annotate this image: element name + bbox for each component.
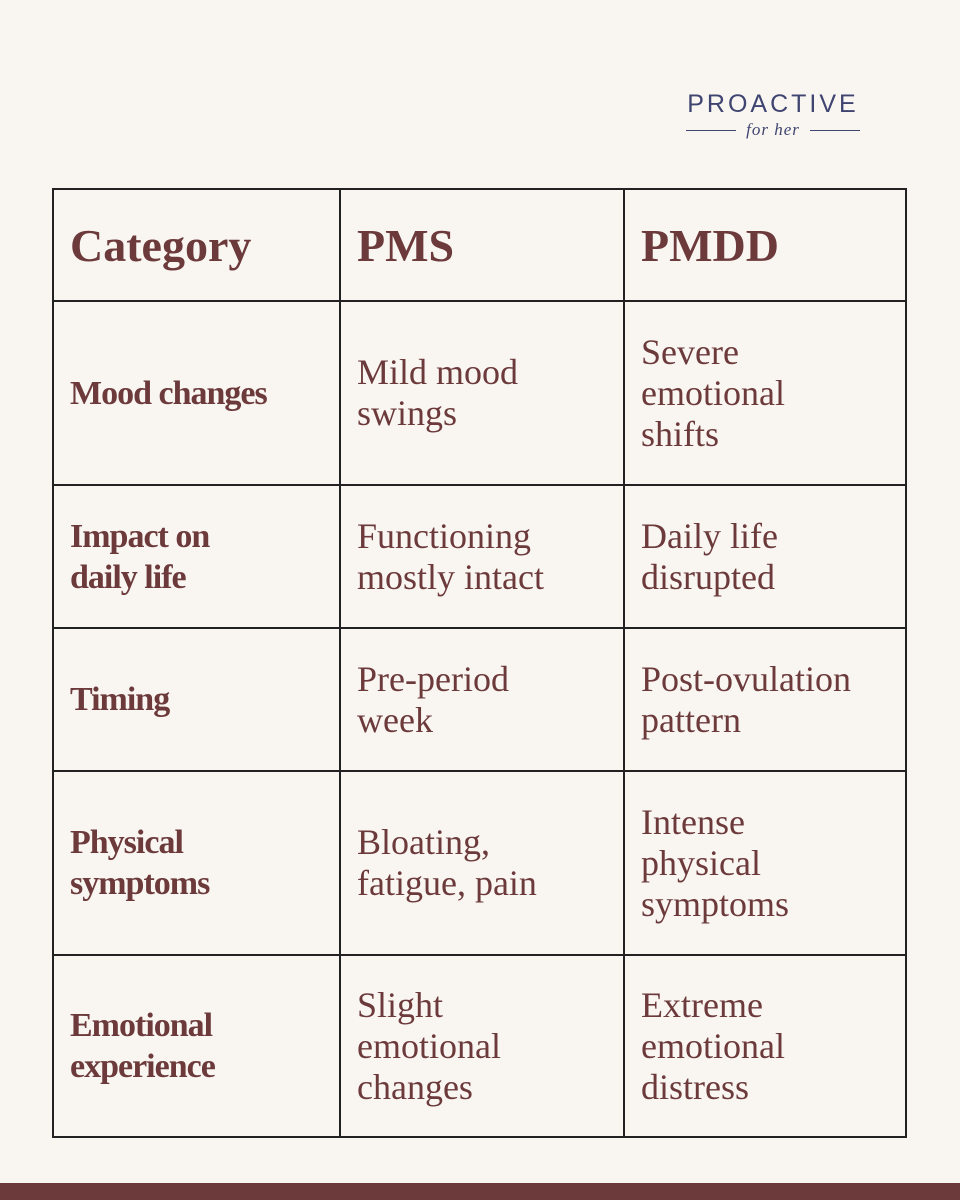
cell-line: shifts xyxy=(641,413,720,454)
value-cell: Intense physical symptoms xyxy=(623,772,905,954)
cell-line: distress xyxy=(641,1066,749,1107)
cell-line: emotional xyxy=(641,1025,785,1066)
value-cell: Daily life disrupted xyxy=(623,486,905,627)
table-row: Mood changes Mild mood swings Severe emotion… xyxy=(54,300,905,484)
table-row: Timing Pre-period week Post-ovulation patter… xyxy=(54,627,905,770)
cell-line: Physical xyxy=(70,824,184,861)
category-cell: Impact on daily life xyxy=(54,486,339,627)
value-cell: Slight emotional changes xyxy=(339,956,623,1136)
value-cell: Post-ovulation pattern xyxy=(623,629,905,770)
logo: PROACTIVE for her xyxy=(673,90,873,140)
cell-line: daily life xyxy=(70,558,187,596)
cell-line: Post-ovulation xyxy=(641,658,852,699)
cell-line: fatigue, pain xyxy=(357,863,537,903)
category-cell: Emotional experience xyxy=(54,956,339,1136)
category-cell: Mood changes xyxy=(54,302,339,484)
cell-line: Daily life xyxy=(641,515,778,556)
value-cell: Bloating, fatigue, pain xyxy=(339,772,623,954)
header-cell: Category xyxy=(70,219,252,271)
cell-line: Severe xyxy=(641,331,739,372)
cell-line: Impact on xyxy=(70,517,210,555)
value-cell: Mild mood swings xyxy=(339,302,623,484)
cell-line: Mild mood xyxy=(357,352,519,392)
cell-line: Functioning xyxy=(357,515,532,556)
cell-line: Extreme xyxy=(641,984,763,1025)
footer-bar xyxy=(0,1183,960,1200)
cell-line: pattern xyxy=(641,699,741,740)
table-row: Impact on daily life Functioning mostly int… xyxy=(54,484,905,627)
value-cell: Extreme emotional distress xyxy=(623,956,905,1136)
cell-line: disrupted xyxy=(641,556,775,597)
value-cell: Pre-period week xyxy=(339,629,623,770)
category-cell: Physical symptoms xyxy=(54,772,339,954)
category-cell: Timing xyxy=(54,629,339,770)
rule xyxy=(686,129,737,131)
cell-line: emotional xyxy=(357,1025,501,1066)
cell-line: experience xyxy=(70,1048,216,1085)
logo-name: PROACTIVE xyxy=(687,90,859,118)
header-row: Category PMS PMDD xyxy=(54,190,905,300)
cell-line: emotional xyxy=(641,372,785,413)
value-cell: Severe emotional shifts xyxy=(623,302,905,484)
cell-line: Timing xyxy=(70,681,170,718)
cell-line: mostly intact xyxy=(357,556,544,597)
header-cell: PMS xyxy=(339,190,623,300)
cell-line: Pre-period xyxy=(357,658,509,699)
comparison-table: Category PMS PMDD Mood changes Mild mood swin… xyxy=(52,188,907,1138)
cell-line: changes xyxy=(357,1066,473,1107)
table-row: Physical symptoms Bloating, fatigue, pain In… xyxy=(54,770,905,954)
table-row: Emotional experience Slight emotional change… xyxy=(54,954,905,1136)
logo-tagline-row: for her xyxy=(673,120,873,140)
cell-line: symptoms xyxy=(70,865,210,902)
cell-line: Mood changes xyxy=(70,374,268,412)
logo-tagline: for her xyxy=(746,120,800,139)
header-cell: PMDD xyxy=(623,190,905,300)
rule xyxy=(809,129,860,131)
cell-line: swings xyxy=(357,393,458,433)
value-cell: Functioning mostly intact xyxy=(339,486,623,627)
cell-line: Emotional xyxy=(70,1007,213,1044)
cell-line: Slight xyxy=(357,984,444,1025)
cell-line: week xyxy=(357,699,433,740)
cell-line: symptoms xyxy=(641,883,790,924)
cell-line: Intense xyxy=(641,801,745,842)
cell-line: Bloating, xyxy=(357,822,490,862)
cell-line: physical xyxy=(641,842,761,883)
